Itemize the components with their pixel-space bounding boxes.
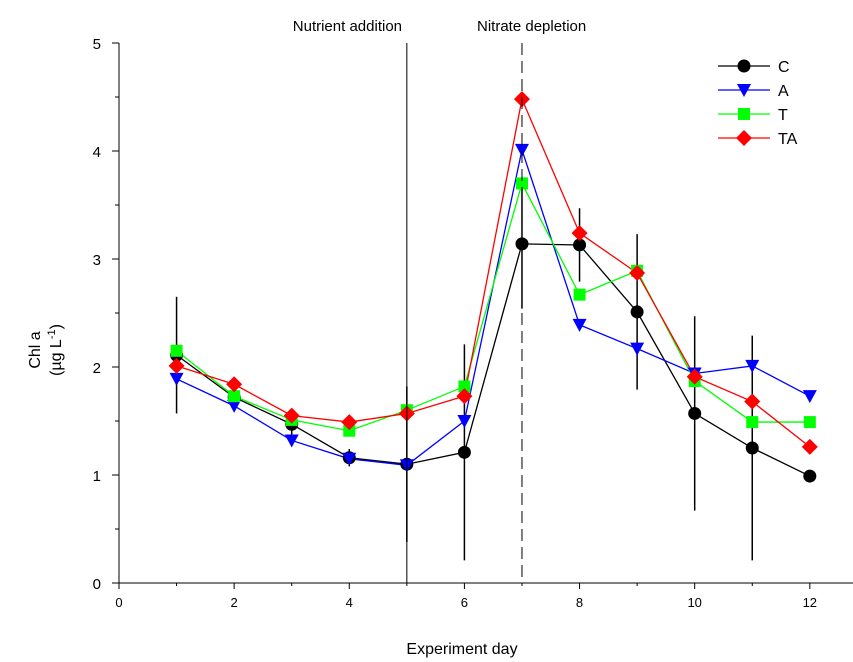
x-tick-label: 2 — [231, 595, 238, 610]
legend-marker — [737, 59, 751, 73]
x-tick-label: 6 — [461, 595, 468, 610]
data-point — [457, 445, 471, 459]
data-point — [343, 424, 356, 437]
series-line-ta — [176, 96, 811, 448]
y-tick-label: 4 — [93, 144, 101, 161]
x-tick-label: 0 — [115, 595, 122, 610]
y-tick-label: 5 — [93, 36, 101, 53]
legend-label: TA — [778, 131, 798, 148]
y-tick-label: 1 — [93, 468, 101, 485]
series-markers — [168, 91, 818, 483]
data-point — [227, 399, 242, 413]
x-tick-label: 10 — [687, 595, 701, 610]
data-point — [342, 452, 357, 466]
series-line-a — [176, 147, 811, 466]
x-tick-label: 8 — [576, 595, 583, 610]
data-point — [746, 416, 759, 429]
data-point — [573, 238, 587, 252]
y-axis-label: Chl a (µg L-1) — [27, 324, 65, 376]
series-line-t — [176, 181, 810, 432]
data-point — [573, 288, 586, 301]
data-point — [745, 359, 760, 373]
series-lines — [176, 96, 811, 477]
annotation-nitrate-depletion: Nitrate depletion — [477, 18, 586, 35]
data-point — [572, 318, 587, 332]
x-axis-label: Experiment day — [406, 641, 517, 658]
data-point — [228, 390, 241, 403]
reference-lines — [406, 43, 523, 583]
legend-marker — [736, 130, 752, 146]
data-point — [514, 143, 529, 157]
data-point — [802, 390, 817, 404]
data-point — [571, 225, 588, 242]
data-point — [744, 393, 761, 410]
x-tick-label: 4 — [346, 595, 353, 610]
data-point — [686, 368, 703, 385]
x-tick-label: 12 — [803, 595, 817, 610]
legend: CAT TA — [718, 59, 798, 148]
y-axis-label-line1: Chl a — [27, 331, 44, 368]
data-point — [284, 434, 299, 448]
y-tick-label: 3 — [93, 252, 101, 269]
data-point — [170, 344, 183, 357]
y-axis-label-line2: (µg L-1) — [46, 324, 65, 376]
data-point — [745, 441, 759, 455]
data-point — [341, 414, 358, 431]
legend-label: C — [778, 59, 790, 76]
y-tick-label: 2 — [93, 360, 101, 377]
legend-marker — [737, 84, 751, 97]
data-point — [801, 438, 818, 455]
data-point — [630, 342, 645, 356]
data-point — [515, 177, 528, 190]
data-point — [283, 407, 300, 424]
series-line-c — [176, 243, 811, 477]
data-point — [457, 415, 472, 428]
annotation-nutrient-addition: Nutrient addition — [293, 18, 402, 35]
legend-label: A — [778, 83, 789, 100]
legend-marker — [738, 108, 750, 120]
data-point — [458, 380, 471, 393]
data-point — [169, 372, 184, 386]
data-point — [168, 357, 185, 374]
y-tick-label: 0 — [93, 576, 101, 593]
data-point — [456, 388, 473, 405]
data-point — [630, 305, 644, 319]
data-point — [629, 265, 646, 282]
data-point — [226, 376, 243, 393]
data-point — [688, 406, 702, 420]
legend-label: T — [778, 107, 788, 124]
error-bars — [175, 179, 811, 561]
data-point — [803, 469, 817, 483]
data-point — [803, 416, 816, 429]
